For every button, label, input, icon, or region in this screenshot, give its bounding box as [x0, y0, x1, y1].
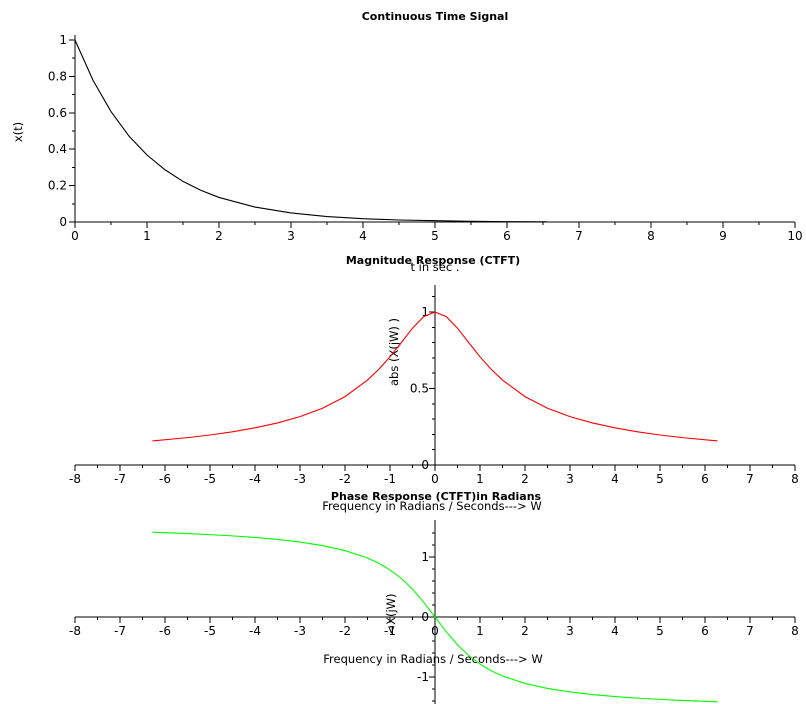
- y-tick-label: -1: [417, 670, 429, 684]
- x-tick-label: 8: [647, 229, 655, 243]
- x-tick-label: -2: [339, 624, 351, 638]
- x-tick-label: -5: [204, 472, 216, 486]
- x-tick-label: 3: [566, 472, 574, 486]
- y-tick-label: 0: [59, 215, 67, 229]
- ticks: 0 1 2 3 4 5 6 7 8 9 10 0 0.2 0.4 0.6 0.8 1: [48, 33, 803, 243]
- x-tick-label: 4: [359, 229, 367, 243]
- y-tick-label: 1: [421, 550, 429, 564]
- y-tick-label: 0.4: [48, 142, 67, 156]
- x-tick-label: 2: [521, 472, 529, 486]
- series: [152, 311, 718, 442]
- x-tick-label: -8: [69, 624, 81, 638]
- axes: [74, 35, 795, 223]
- x-tick-label: 4: [611, 624, 619, 638]
- x-tick-label: -5: [204, 624, 216, 638]
- x-tick-label: 1: [143, 229, 151, 243]
- plot-continuous-time-signal: Continuous Time Signal x(t) t in sec . 0…: [11, 10, 803, 274]
- y-tick-label: 0.8: [48, 69, 67, 83]
- x-tick-label: 1: [476, 472, 484, 486]
- x-tick-label: -6: [159, 624, 171, 638]
- plot-magnitude-response: Magnitude Response (CTFT) abs (X(jW) ) F…: [69, 254, 799, 513]
- plot-title: Continuous Time Signal: [362, 10, 509, 23]
- y-tick-label: 0.6: [48, 106, 67, 120]
- x-axis-label: Frequency in Radians / Seconds---> W: [323, 652, 542, 666]
- y-tick-label: 0.5: [410, 382, 429, 396]
- x-tick-label: -3: [294, 472, 306, 486]
- x-tick-label: -6: [159, 472, 171, 486]
- x-tick-label: -2: [339, 472, 351, 486]
- plot-title: Magnitude Response (CTFT): [346, 254, 520, 267]
- x-axis-label: t in sec .: [410, 260, 459, 274]
- x-tick-label: 2: [521, 624, 529, 638]
- x-tick-label: -7: [114, 472, 126, 486]
- x-tick-label: -4: [249, 472, 261, 486]
- y-axis-label: x(t): [11, 122, 25, 142]
- x-tick-label: 5: [656, 624, 664, 638]
- series-line: [152, 531, 718, 703]
- x-tick-label: 3: [566, 624, 574, 638]
- x-tick-label: -1: [384, 624, 396, 638]
- y-tick-label: 1: [421, 305, 429, 319]
- x-tick-label: 6: [701, 624, 709, 638]
- x-tick-label: 8: [791, 472, 799, 486]
- x-tick-label: 8: [791, 624, 799, 638]
- y-axis-label: <X(jW): [384, 593, 398, 634]
- x-tick-label: 0: [431, 472, 439, 486]
- series-line: [152, 311, 718, 442]
- x-tick-label: -3: [294, 624, 306, 638]
- x-tick-label: 1: [476, 624, 484, 638]
- x-axis-label: Frequency in Radians / Seconds---> W: [322, 499, 541, 513]
- y-tick-label: 0.2: [48, 179, 67, 193]
- x-tick-label: 7: [575, 229, 583, 243]
- y-tick-label: 1: [59, 33, 67, 47]
- x-tick-label: -4: [249, 624, 261, 638]
- x-tick-label: -7: [114, 624, 126, 638]
- x-tick-label: 4: [611, 472, 619, 486]
- x-tick-label: 9: [719, 229, 727, 243]
- x-tick-label: 7: [746, 624, 754, 638]
- axes: [75, 520, 795, 704]
- x-tick-label: 3: [287, 229, 295, 243]
- x-tick-label: 6: [701, 472, 709, 486]
- x-tick-label: 5: [431, 229, 439, 243]
- x-tick-label: 6: [503, 229, 511, 243]
- x-tick-label: -1: [384, 472, 396, 486]
- plot-phase-response: Phase Response (CTFT)in Radians <X(jW) F…: [69, 490, 799, 704]
- x-tick-label: 10: [787, 229, 802, 243]
- x-tick-label: 0: [71, 229, 79, 243]
- x-tick-label: 2: [215, 229, 223, 243]
- x-tick-label: 7: [746, 472, 754, 486]
- plot-title: Phase Response (CTFT)in Radians: [331, 490, 542, 503]
- x-tick-label: -8: [69, 472, 81, 486]
- ticks: -8 -7 -6 -5 -4 -3 -2 -1 0 1 2 3 4 5 6 7 800.51: [69, 296, 799, 486]
- series-line: [74, 39, 547, 223]
- x-tick-label: 5: [656, 472, 664, 486]
- series: [74, 39, 547, 223]
- series: [152, 531, 718, 703]
- axes: [75, 285, 795, 466]
